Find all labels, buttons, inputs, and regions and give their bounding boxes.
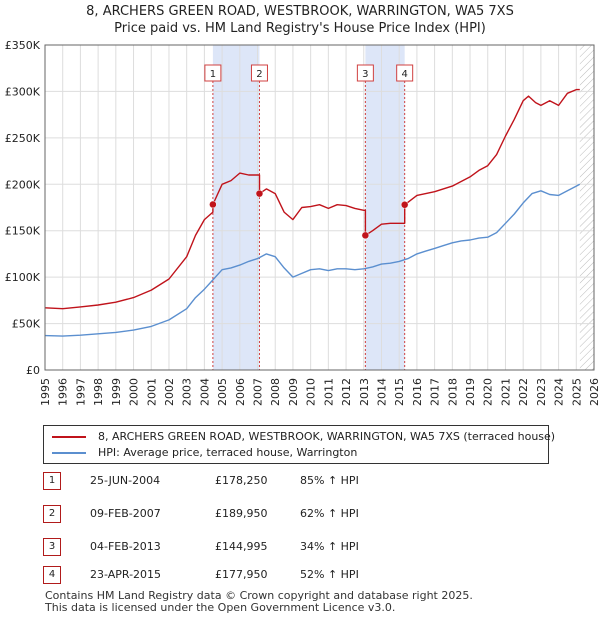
x-tick-label: 2008 <box>269 378 282 406</box>
x-tick-label: 2025 <box>570 378 583 406</box>
x-tick-label: 2020 <box>482 378 495 406</box>
legend-label-hpi: HPI: Average price, terraced house, Warr… <box>98 446 358 459</box>
sale-number-badge: 3 <box>43 538 61 556</box>
sale-marker-badge <box>356 64 374 82</box>
sale-number-badge: 1 <box>43 472 61 490</box>
shaded-period-2 <box>365 45 405 370</box>
x-tick-label: 2000 <box>128 378 141 406</box>
x-tick-label: 2023 <box>535 378 548 406</box>
x-tick-label: 2009 <box>287 378 300 406</box>
x-tick-label: 2007 <box>252 378 265 406</box>
x-tick-label: 2022 <box>517 378 530 406</box>
footer-licence: This data is licensed under the Open Gov… <box>45 601 396 614</box>
x-tick-label: 2019 <box>464 378 477 406</box>
sale-row: 3 04-FEB-2013 £144,995 34% ↑ HPI <box>43 538 563 558</box>
sale-marker-label: 1 <box>210 69 216 80</box>
sale-point <box>400 201 409 209</box>
sale-point <box>209 200 217 209</box>
x-tick-label: 2026 <box>588 378 600 406</box>
x-tick-label: 2004 <box>198 378 211 406</box>
x-tick-label: 2016 <box>411 378 424 406</box>
x-tick-label: 1995 <box>39 378 52 406</box>
legend-label-property: 8, ARCHERS GREEN ROAD, WESTBROOK, WARRIN… <box>98 430 556 443</box>
sale-row: 1 25-JUN-2004 £178,250 85% ↑ HPI <box>43 472 563 492</box>
y-tick-label: £300K <box>5 85 41 98</box>
x-tick-label: 2002 <box>163 378 176 406</box>
sale-point <box>361 231 370 240</box>
plot-area <box>45 45 594 370</box>
chart-title-line1: 8, ARCHERS GREEN ROAD, WESTBROOK, WARRIN… <box>86 4 514 19</box>
x-tick-label: 2010 <box>305 378 318 406</box>
sale-row: 4 23-APR-2015 £177,950 52% ↑ HPI <box>43 566 563 586</box>
y-tick-label: £50K <box>12 318 41 331</box>
sale-row: 2 09-FEB-2007 £189,950 62% ↑ HPI <box>43 505 563 525</box>
sale-date: 09-FEB-2007 <box>90 507 161 520</box>
y-tick-label: £150K <box>5 225 41 238</box>
x-tick-label: 2014 <box>375 378 388 406</box>
x-tick-label: 1998 <box>92 378 105 406</box>
x-tick-label: 2003 <box>181 378 194 406</box>
x-tick-label: 2024 <box>553 378 566 406</box>
sale-date: 04-FEB-2013 <box>90 540 161 553</box>
y-tick-label: £350K <box>5 39 41 52</box>
x-tick-label: 2013 <box>358 378 371 406</box>
y-tick-label: £0 <box>26 364 40 377</box>
sale-marker-label: 2 <box>256 69 262 80</box>
x-tick-label: 1997 <box>74 378 87 406</box>
legend-swatch-hpi <box>52 452 86 454</box>
x-tick-label: 2018 <box>446 378 459 406</box>
footer-copyright: Contains HM Land Registry data © Crown c… <box>45 589 473 602</box>
x-tick-label: 2012 <box>340 378 353 406</box>
sale-price: £189,950 <box>215 507 268 520</box>
hpi-line <box>44 183 581 337</box>
chart-title-line2: Price paid vs. HM Land Registry's House … <box>114 21 486 36</box>
sale-marker-badge <box>250 64 268 82</box>
legend: 8, ARCHERS GREEN ROAD, WESTBROOK, WARRIN… <box>43 425 555 464</box>
sale-price: £177,950 <box>215 568 268 581</box>
sale-marker-label: 4 <box>401 69 407 80</box>
sale-date: 25-JUN-2004 <box>90 474 161 487</box>
future-hatch <box>579 45 594 370</box>
x-tick-label: 2011 <box>322 378 335 406</box>
sale-marker-badge <box>204 64 222 82</box>
sale-hpi-change: 85% ↑ HPI <box>300 474 359 487</box>
x-tick-label: 2021 <box>499 378 512 406</box>
plot-frame <box>44 44 595 371</box>
x-tick-label: 1999 <box>110 378 123 406</box>
y-tick-label: £100K <box>5 271 41 284</box>
sale-number-badge: 2 <box>43 505 61 523</box>
x-tick-label: 2005 <box>216 378 229 406</box>
legend-item-property: 8, ARCHERS GREEN ROAD, WESTBROOK, WARRIN… <box>52 429 555 445</box>
sale-marker-label: 3 <box>362 69 368 80</box>
legend-item-hpi: HPI: Average price, terraced house, Warr… <box>52 445 357 461</box>
sale-hpi-change: 34% ↑ HPI <box>300 540 359 553</box>
sale-date: 23-APR-2015 <box>90 568 162 581</box>
y-tick-label: £200K <box>5 178 41 191</box>
sale-price: £144,995 <box>215 540 268 553</box>
sale-hpi-change: 62% ↑ HPI <box>300 507 359 520</box>
footer: Contains HM Land Registry data © Crown c… <box>45 590 473 614</box>
x-tick-label: 2017 <box>429 378 442 406</box>
sale-number-badge: 4 <box>43 566 61 584</box>
shaded-period-1 <box>212 45 260 370</box>
property-price-line <box>44 88 580 310</box>
sale-point <box>255 189 264 198</box>
x-tick-label: 2006 <box>234 378 247 406</box>
sale-marker-badge <box>396 64 414 82</box>
legend-swatch-property <box>52 436 86 438</box>
sale-price: £178,250 <box>215 474 268 487</box>
x-tick-label: 1996 <box>57 378 70 406</box>
y-tick-label: £250K <box>5 132 41 145</box>
x-tick-label: 2001 <box>145 378 158 406</box>
sale-hpi-change: 52% ↑ HPI <box>300 568 359 581</box>
price-chart: £0 £50K £100K £150K £200K £250K £300K £350K 1995… <box>5 39 600 406</box>
x-tick-label: 2015 <box>393 378 406 406</box>
